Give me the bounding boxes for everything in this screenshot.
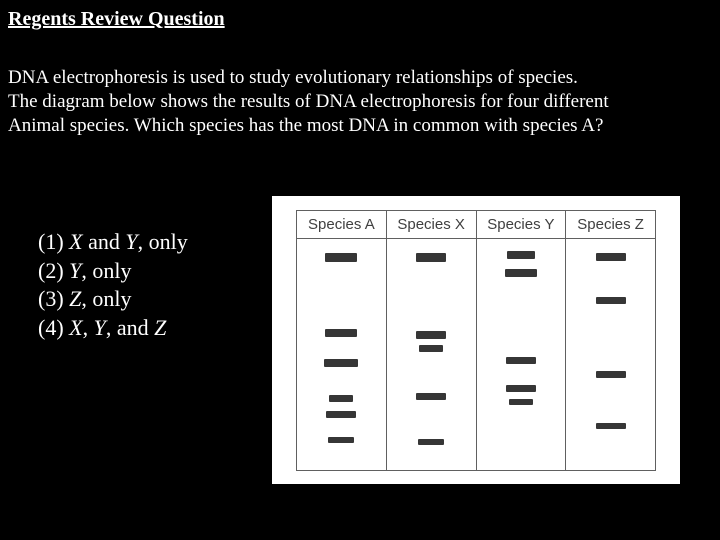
dna-band xyxy=(506,385,536,392)
dna-band xyxy=(596,253,626,261)
dna-band xyxy=(506,357,536,364)
dna-band xyxy=(325,329,357,337)
dna-band xyxy=(596,371,626,378)
question-prompt: DNA electrophoresis is used to study evo… xyxy=(8,66,609,137)
dna-band xyxy=(419,345,443,352)
lane-header: Species Z xyxy=(566,211,656,239)
dna-band xyxy=(509,399,533,405)
dna-band xyxy=(418,439,444,445)
prompt-line: Animal species. Which species has the mo… xyxy=(8,114,609,138)
dna-band xyxy=(329,395,353,402)
lane-header: Species A xyxy=(297,211,387,239)
dna-band xyxy=(326,411,356,418)
gel-lane xyxy=(297,239,387,471)
prompt-line: DNA electrophoresis is used to study evo… xyxy=(8,66,609,90)
answer-choice: (1) X and Y, only xyxy=(38,228,188,257)
gel-table: Species ASpecies XSpecies YSpecies Z xyxy=(296,210,656,471)
dna-band xyxy=(596,423,626,429)
dna-band xyxy=(507,251,535,259)
lane-header: Species Y xyxy=(476,211,566,239)
answer-choices: (1) X and Y, only(2) Y, only(3) Z, only(… xyxy=(38,228,188,342)
dna-band xyxy=(325,253,357,262)
gel-lane xyxy=(566,239,656,471)
dna-band xyxy=(416,331,446,339)
prompt-line: The diagram below shows the results of D… xyxy=(8,90,609,114)
answer-choice: (4) X, Y, and Z xyxy=(38,314,188,343)
dna-band xyxy=(596,297,626,304)
answer-choice: (3) Z, only xyxy=(38,285,188,314)
dna-band xyxy=(328,437,354,443)
lane-header: Species X xyxy=(386,211,476,239)
gel-lane xyxy=(476,239,566,471)
dna-band xyxy=(324,359,358,367)
page-title: Regents Review Question xyxy=(8,8,225,31)
dna-band xyxy=(416,253,446,262)
gel-diagram: Species ASpecies XSpecies YSpecies Z xyxy=(272,196,680,484)
dna-band xyxy=(416,393,446,400)
gel-lane xyxy=(386,239,476,471)
answer-choice: (2) Y, only xyxy=(38,257,188,286)
dna-band xyxy=(505,269,537,277)
